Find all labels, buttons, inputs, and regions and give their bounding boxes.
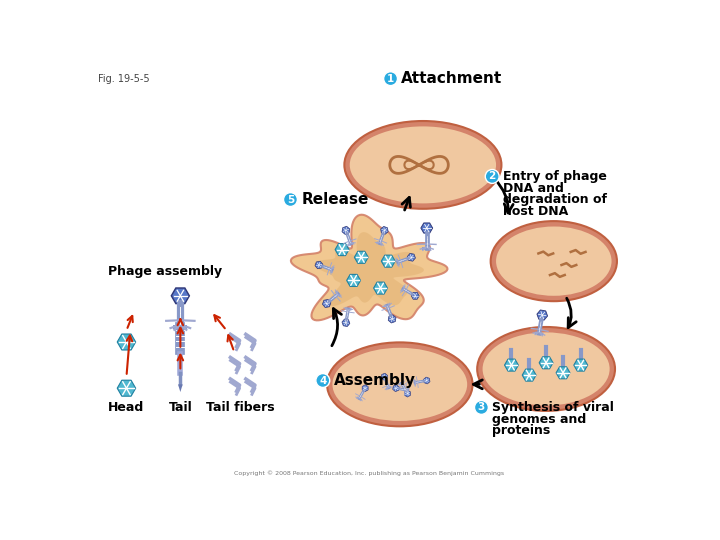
Ellipse shape bbox=[350, 126, 496, 204]
Polygon shape bbox=[539, 357, 553, 369]
Polygon shape bbox=[315, 261, 323, 269]
Text: Entry of phage: Entry of phage bbox=[503, 170, 607, 183]
Polygon shape bbox=[345, 308, 351, 310]
Text: Attachment: Attachment bbox=[401, 71, 503, 86]
Text: Copyright © 2008 Pearson Education, Inc. publishing as Pearson Benjamin Cummings: Copyright © 2008 Pearson Education, Inc.… bbox=[234, 470, 504, 476]
Ellipse shape bbox=[496, 226, 611, 296]
Polygon shape bbox=[381, 226, 388, 234]
Polygon shape bbox=[348, 242, 354, 246]
Polygon shape bbox=[421, 223, 433, 233]
Text: Fig. 19-5-5: Fig. 19-5-5 bbox=[98, 74, 150, 84]
Polygon shape bbox=[401, 286, 405, 292]
Text: Tail: Tail bbox=[168, 401, 192, 414]
Circle shape bbox=[485, 170, 499, 184]
Polygon shape bbox=[117, 334, 135, 350]
Polygon shape bbox=[291, 215, 447, 320]
Polygon shape bbox=[535, 332, 544, 335]
Polygon shape bbox=[346, 274, 361, 286]
FancyArrowPatch shape bbox=[402, 197, 410, 210]
Text: 3: 3 bbox=[478, 402, 485, 413]
Polygon shape bbox=[356, 396, 362, 401]
Polygon shape bbox=[330, 267, 334, 273]
Text: Tail fibers: Tail fibers bbox=[206, 401, 275, 414]
Text: proteins: proteins bbox=[492, 424, 551, 437]
Polygon shape bbox=[537, 310, 548, 320]
Circle shape bbox=[474, 401, 488, 414]
FancyArrowPatch shape bbox=[494, 178, 513, 213]
Ellipse shape bbox=[327, 342, 472, 426]
Ellipse shape bbox=[477, 327, 615, 411]
Polygon shape bbox=[171, 288, 189, 303]
Polygon shape bbox=[382, 255, 395, 267]
Polygon shape bbox=[407, 388, 409, 393]
Polygon shape bbox=[405, 390, 410, 397]
Polygon shape bbox=[178, 384, 183, 392]
Text: Phage assembly: Phage assembly bbox=[108, 265, 222, 278]
FancyArrowPatch shape bbox=[332, 309, 341, 346]
Circle shape bbox=[384, 72, 397, 86]
Polygon shape bbox=[315, 232, 424, 306]
Polygon shape bbox=[522, 369, 536, 381]
Polygon shape bbox=[384, 303, 390, 307]
Text: 1: 1 bbox=[387, 73, 394, 84]
Text: Synthesis of viral: Synthesis of viral bbox=[492, 401, 614, 414]
Text: Release: Release bbox=[301, 192, 369, 207]
Polygon shape bbox=[117, 380, 135, 396]
Polygon shape bbox=[574, 359, 588, 371]
Polygon shape bbox=[374, 282, 387, 294]
Polygon shape bbox=[362, 384, 368, 391]
Polygon shape bbox=[381, 373, 387, 380]
Ellipse shape bbox=[482, 333, 610, 406]
Polygon shape bbox=[505, 359, 518, 371]
Text: degradation of: degradation of bbox=[503, 193, 607, 206]
Polygon shape bbox=[411, 292, 419, 299]
Polygon shape bbox=[354, 251, 368, 264]
Polygon shape bbox=[335, 291, 341, 297]
Text: Head: Head bbox=[108, 401, 145, 414]
Polygon shape bbox=[342, 319, 350, 327]
Circle shape bbox=[284, 193, 297, 206]
Polygon shape bbox=[386, 386, 391, 389]
Text: 5: 5 bbox=[287, 194, 294, 205]
Text: host DNA: host DNA bbox=[503, 205, 568, 218]
Polygon shape bbox=[396, 259, 400, 266]
Polygon shape bbox=[323, 300, 331, 308]
Polygon shape bbox=[335, 244, 349, 255]
Text: 2: 2 bbox=[489, 172, 496, 181]
Polygon shape bbox=[174, 325, 187, 329]
Polygon shape bbox=[342, 226, 350, 234]
Polygon shape bbox=[392, 385, 399, 392]
Text: 4: 4 bbox=[319, 375, 326, 386]
FancyArrowPatch shape bbox=[567, 298, 576, 328]
Polygon shape bbox=[414, 380, 416, 386]
Circle shape bbox=[316, 374, 330, 387]
Polygon shape bbox=[377, 241, 383, 245]
Polygon shape bbox=[423, 377, 430, 384]
Text: DNA and: DNA and bbox=[503, 181, 564, 194]
Ellipse shape bbox=[344, 121, 501, 209]
Polygon shape bbox=[422, 247, 431, 249]
FancyArrowPatch shape bbox=[474, 380, 482, 389]
Ellipse shape bbox=[490, 221, 617, 301]
Text: Assembly: Assembly bbox=[333, 373, 415, 388]
Polygon shape bbox=[556, 367, 570, 379]
Polygon shape bbox=[408, 253, 415, 261]
Polygon shape bbox=[388, 315, 396, 323]
Text: genomes and: genomes and bbox=[492, 413, 587, 426]
Ellipse shape bbox=[333, 348, 467, 421]
Polygon shape bbox=[399, 381, 404, 385]
